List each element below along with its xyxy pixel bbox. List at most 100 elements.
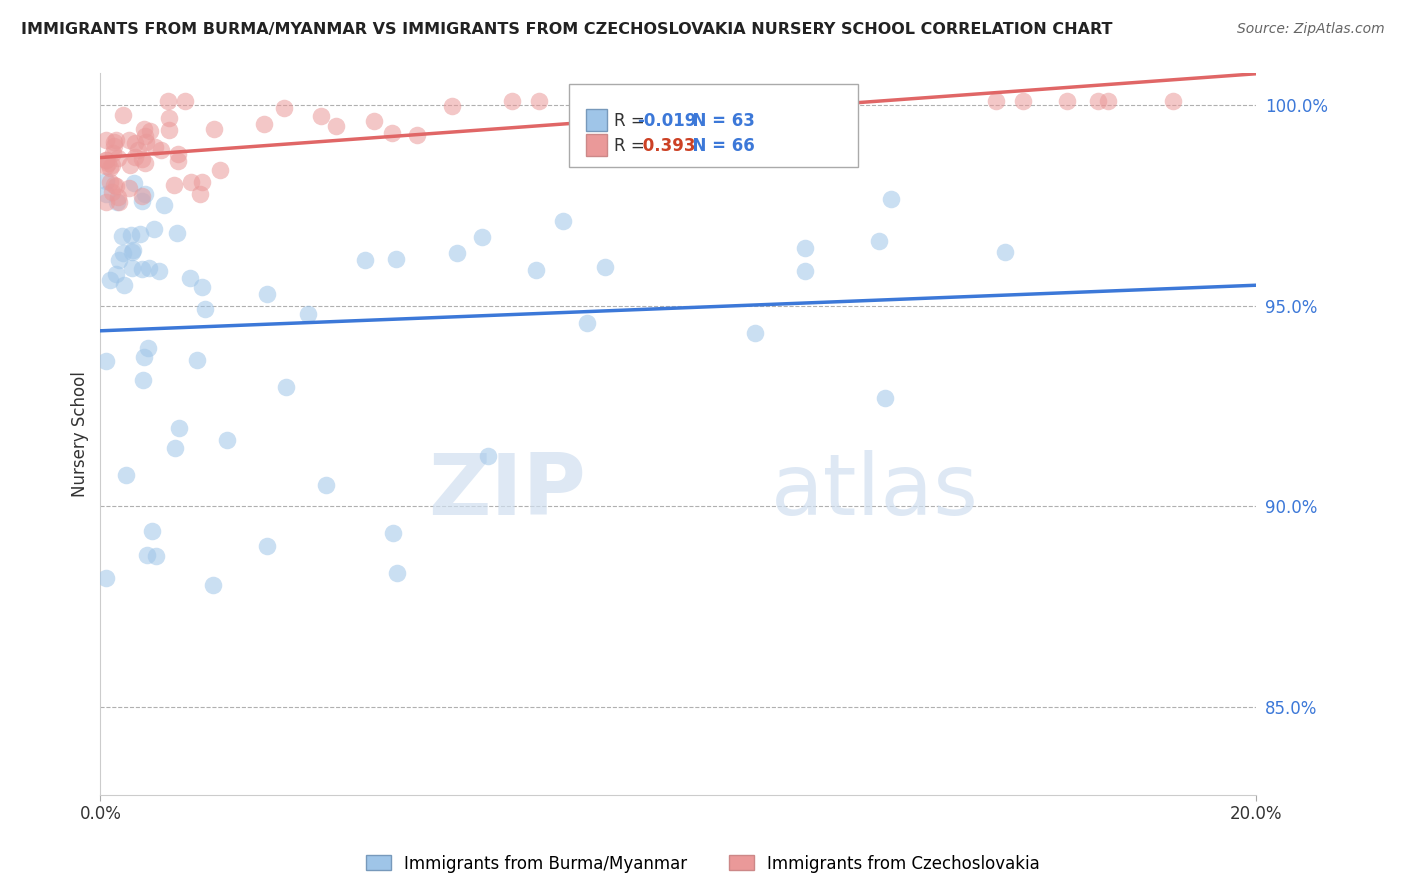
- Point: [105, 268, 128, 282]
- Point: [105, 179, 128, 194]
- Point: [101, 158, 124, 172]
- Point: [576, 316, 599, 330]
- Point: [309, 109, 332, 123]
- Point: [97, 156, 120, 170]
- Point: [132, 122, 155, 136]
- Point: [153, 198, 176, 212]
- Point: [385, 566, 408, 580]
- Point: [166, 226, 188, 240]
- Point: [131, 194, 153, 209]
- Point: [117, 181, 139, 195]
- Point: [380, 126, 402, 140]
- Point: [132, 373, 155, 387]
- Point: [215, 433, 238, 447]
- Point: [273, 101, 295, 115]
- Point: [150, 143, 173, 157]
- Text: atlas: atlas: [770, 450, 979, 533]
- Point: [406, 128, 429, 142]
- Text: Source: ZipAtlas.com: Source: ZipAtlas.com: [1237, 22, 1385, 37]
- Point: [131, 189, 153, 203]
- Point: [167, 421, 190, 435]
- Point: [94, 571, 117, 585]
- Point: [382, 525, 405, 540]
- Point: [595, 260, 617, 274]
- Legend: Immigrants from Burma/Myanmar, Immigrants from Czechoslovakia: Immigrants from Burma/Myanmar, Immigrant…: [359, 848, 1047, 880]
- Point: [994, 245, 1017, 260]
- Point: [209, 162, 232, 177]
- Point: [111, 228, 134, 243]
- Point: [188, 186, 211, 201]
- Text: IMMIGRANTS FROM BURMA/MYANMAR VS IMMIGRANTS FROM CZECHOSLOVAKIA NURSERY SCHOOL C: IMMIGRANTS FROM BURMA/MYANMAR VS IMMIGRA…: [21, 22, 1112, 37]
- FancyBboxPatch shape: [586, 135, 607, 156]
- Point: [1161, 94, 1184, 108]
- Point: [118, 158, 141, 172]
- Text: 0.393: 0.393: [637, 136, 695, 155]
- Point: [984, 94, 1007, 108]
- Point: [274, 380, 297, 394]
- Point: [354, 253, 377, 268]
- Text: R =: R =: [613, 136, 650, 155]
- Text: N = 66: N = 66: [681, 136, 755, 155]
- Point: [143, 140, 166, 154]
- Point: [794, 264, 817, 278]
- Point: [124, 150, 146, 164]
- Point: [363, 113, 385, 128]
- Point: [103, 138, 125, 153]
- Point: [111, 245, 134, 260]
- Point: [141, 524, 163, 538]
- Point: [127, 143, 149, 157]
- Point: [256, 539, 278, 553]
- Point: [880, 192, 903, 206]
- Point: [143, 222, 166, 236]
- Point: [873, 391, 896, 405]
- Point: [105, 133, 128, 147]
- Point: [100, 185, 122, 199]
- FancyBboxPatch shape: [586, 109, 607, 131]
- Point: [744, 326, 766, 340]
- Text: R =: R =: [613, 112, 650, 129]
- Point: [174, 94, 197, 108]
- Point: [94, 133, 117, 147]
- Point: [191, 279, 214, 293]
- Point: [1087, 94, 1109, 108]
- Point: [145, 549, 167, 563]
- Point: [695, 94, 717, 108]
- Y-axis label: Nursery School: Nursery School: [72, 371, 89, 497]
- Point: [1097, 94, 1119, 108]
- Point: [121, 260, 143, 275]
- Point: [1011, 94, 1033, 108]
- Point: [634, 94, 657, 108]
- Point: [112, 277, 135, 292]
- Point: [163, 178, 186, 192]
- Point: [167, 147, 190, 161]
- Point: [122, 176, 145, 190]
- Point: [107, 151, 129, 165]
- Point: [138, 260, 160, 275]
- Point: [120, 228, 142, 243]
- Point: [131, 152, 153, 166]
- Point: [179, 271, 201, 285]
- Point: [135, 135, 157, 149]
- Point: [194, 301, 217, 316]
- Point: [129, 227, 152, 242]
- Point: [138, 124, 160, 138]
- Point: [441, 99, 464, 113]
- Point: [180, 175, 202, 189]
- Point: [256, 286, 278, 301]
- Point: [101, 145, 124, 160]
- Point: [793, 241, 815, 255]
- Point: [94, 194, 117, 209]
- Point: [111, 108, 134, 122]
- Point: [98, 272, 121, 286]
- Point: [94, 153, 117, 167]
- Point: [156, 94, 179, 108]
- Point: [132, 351, 155, 365]
- Point: [529, 94, 551, 108]
- Text: -0.019: -0.019: [637, 112, 696, 129]
- Point: [94, 186, 117, 201]
- Point: [157, 111, 180, 125]
- Point: [115, 467, 138, 482]
- Point: [868, 234, 890, 248]
- Point: [553, 214, 575, 228]
- Point: [138, 341, 160, 355]
